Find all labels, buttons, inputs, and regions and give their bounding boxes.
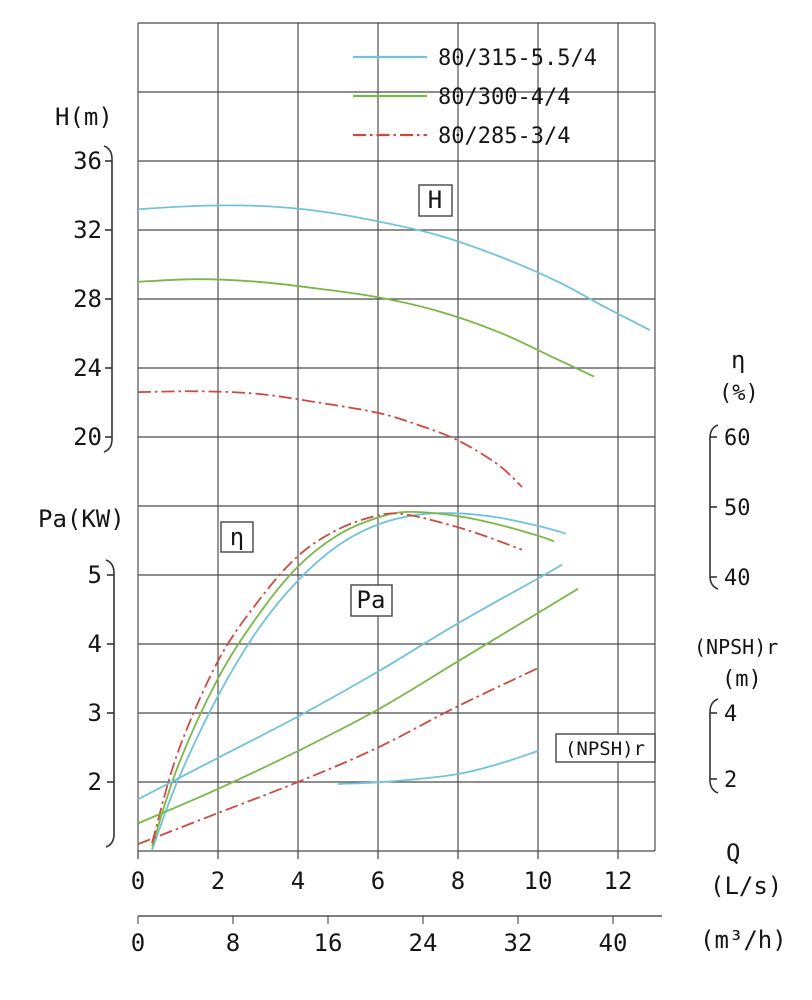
curve-label-box-h bbox=[418, 184, 453, 217]
q-axis-title: Q bbox=[726, 839, 740, 867]
eta-axis-title: η bbox=[731, 346, 745, 374]
npsh-axis-ruler bbox=[709, 698, 719, 794]
h-tick-label: 28 bbox=[73, 285, 102, 313]
h-tick-label: 20 bbox=[73, 423, 102, 451]
npsh-axis-unit: (m) bbox=[722, 667, 762, 692]
pa-axis-title: Pa(KW) bbox=[38, 505, 125, 533]
curve-label-npsh: (NPSH)r bbox=[565, 738, 645, 760]
eta-tick-label: 40 bbox=[724, 566, 751, 591]
m3h-tick-label: 32 bbox=[504, 929, 533, 957]
curve-h-1 bbox=[137, 278, 595, 378]
curve-label-box-npsh bbox=[555, 733, 656, 763]
q-ls-tick-label: 12 bbox=[604, 867, 633, 895]
pa-tick-label: 5 bbox=[88, 561, 102, 589]
curve-label-eta: η bbox=[230, 523, 244, 551]
q-ls-tick-label: 4 bbox=[291, 867, 305, 895]
m3h-axis-unit: (m³/h) bbox=[700, 926, 787, 954]
h-tick-label: 32 bbox=[73, 216, 102, 244]
legend-label-2: 80/285-3/4 bbox=[438, 124, 570, 149]
eta-tick-label: 50 bbox=[724, 496, 751, 521]
h-tick-label: 24 bbox=[73, 354, 102, 382]
curve-pa-2 bbox=[137, 667, 539, 845]
m3h-tick-label: 24 bbox=[409, 929, 438, 957]
m3h-tick-label: 0 bbox=[131, 929, 145, 957]
curve-eta-0 bbox=[151, 512, 567, 851]
curve-h-2 bbox=[137, 390, 523, 488]
curve-label-box-pa bbox=[350, 584, 393, 617]
chart-element bbox=[709, 698, 719, 794]
h-axis-title: H(m) bbox=[55, 103, 113, 131]
eta-tick-label: 60 bbox=[724, 426, 751, 451]
pa-tick-label: 3 bbox=[88, 699, 102, 727]
grid bbox=[137, 22, 656, 859]
q-axis-unit: (L/s) bbox=[710, 872, 782, 900]
curve-pa-0 bbox=[137, 563, 563, 801]
curve-eta-1 bbox=[151, 510, 555, 847]
q-ls-tick-label: 6 bbox=[371, 867, 385, 895]
pa-tick-label: 2 bbox=[88, 768, 102, 796]
pa-tick-label: 4 bbox=[88, 630, 102, 658]
eta-axis-ruler bbox=[709, 424, 719, 590]
eta-axis-unit: (%) bbox=[719, 381, 759, 406]
curve-label-h: H bbox=[428, 186, 442, 214]
q-ls-tick-label: 10 bbox=[524, 867, 553, 895]
m3h-tick-label: 16 bbox=[314, 929, 343, 957]
chart-element bbox=[105, 559, 115, 848]
legend-label-1: 80/300-4/4 bbox=[438, 85, 570, 110]
q-ls-tick-label: 2 bbox=[211, 867, 225, 895]
curve-label-box-eta bbox=[220, 521, 254, 553]
h-tick-label: 36 bbox=[73, 147, 102, 175]
pa-axis-ruler bbox=[105, 559, 115, 848]
q-ls-tick-label: 8 bbox=[451, 867, 465, 895]
curve-npsh-0 bbox=[337, 750, 539, 785]
npsh-tick-label: 4 bbox=[724, 702, 737, 727]
m3h-tick-label: 8 bbox=[226, 929, 240, 957]
curve-pa-1 bbox=[137, 588, 579, 825]
npsh-tick-label: 2 bbox=[724, 768, 737, 793]
legend-label-0: 80/315-5.5/4 bbox=[438, 46, 597, 71]
m3h-tick-label: 40 bbox=[599, 929, 628, 957]
q-ls-tick-label: 0 bbox=[131, 867, 145, 895]
npsh-axis-title: (NPSH)r bbox=[694, 635, 778, 659]
curve-h-0 bbox=[137, 204, 651, 331]
h-axis-ruler bbox=[103, 145, 113, 453]
curve-label-pa: Pa bbox=[357, 586, 386, 614]
